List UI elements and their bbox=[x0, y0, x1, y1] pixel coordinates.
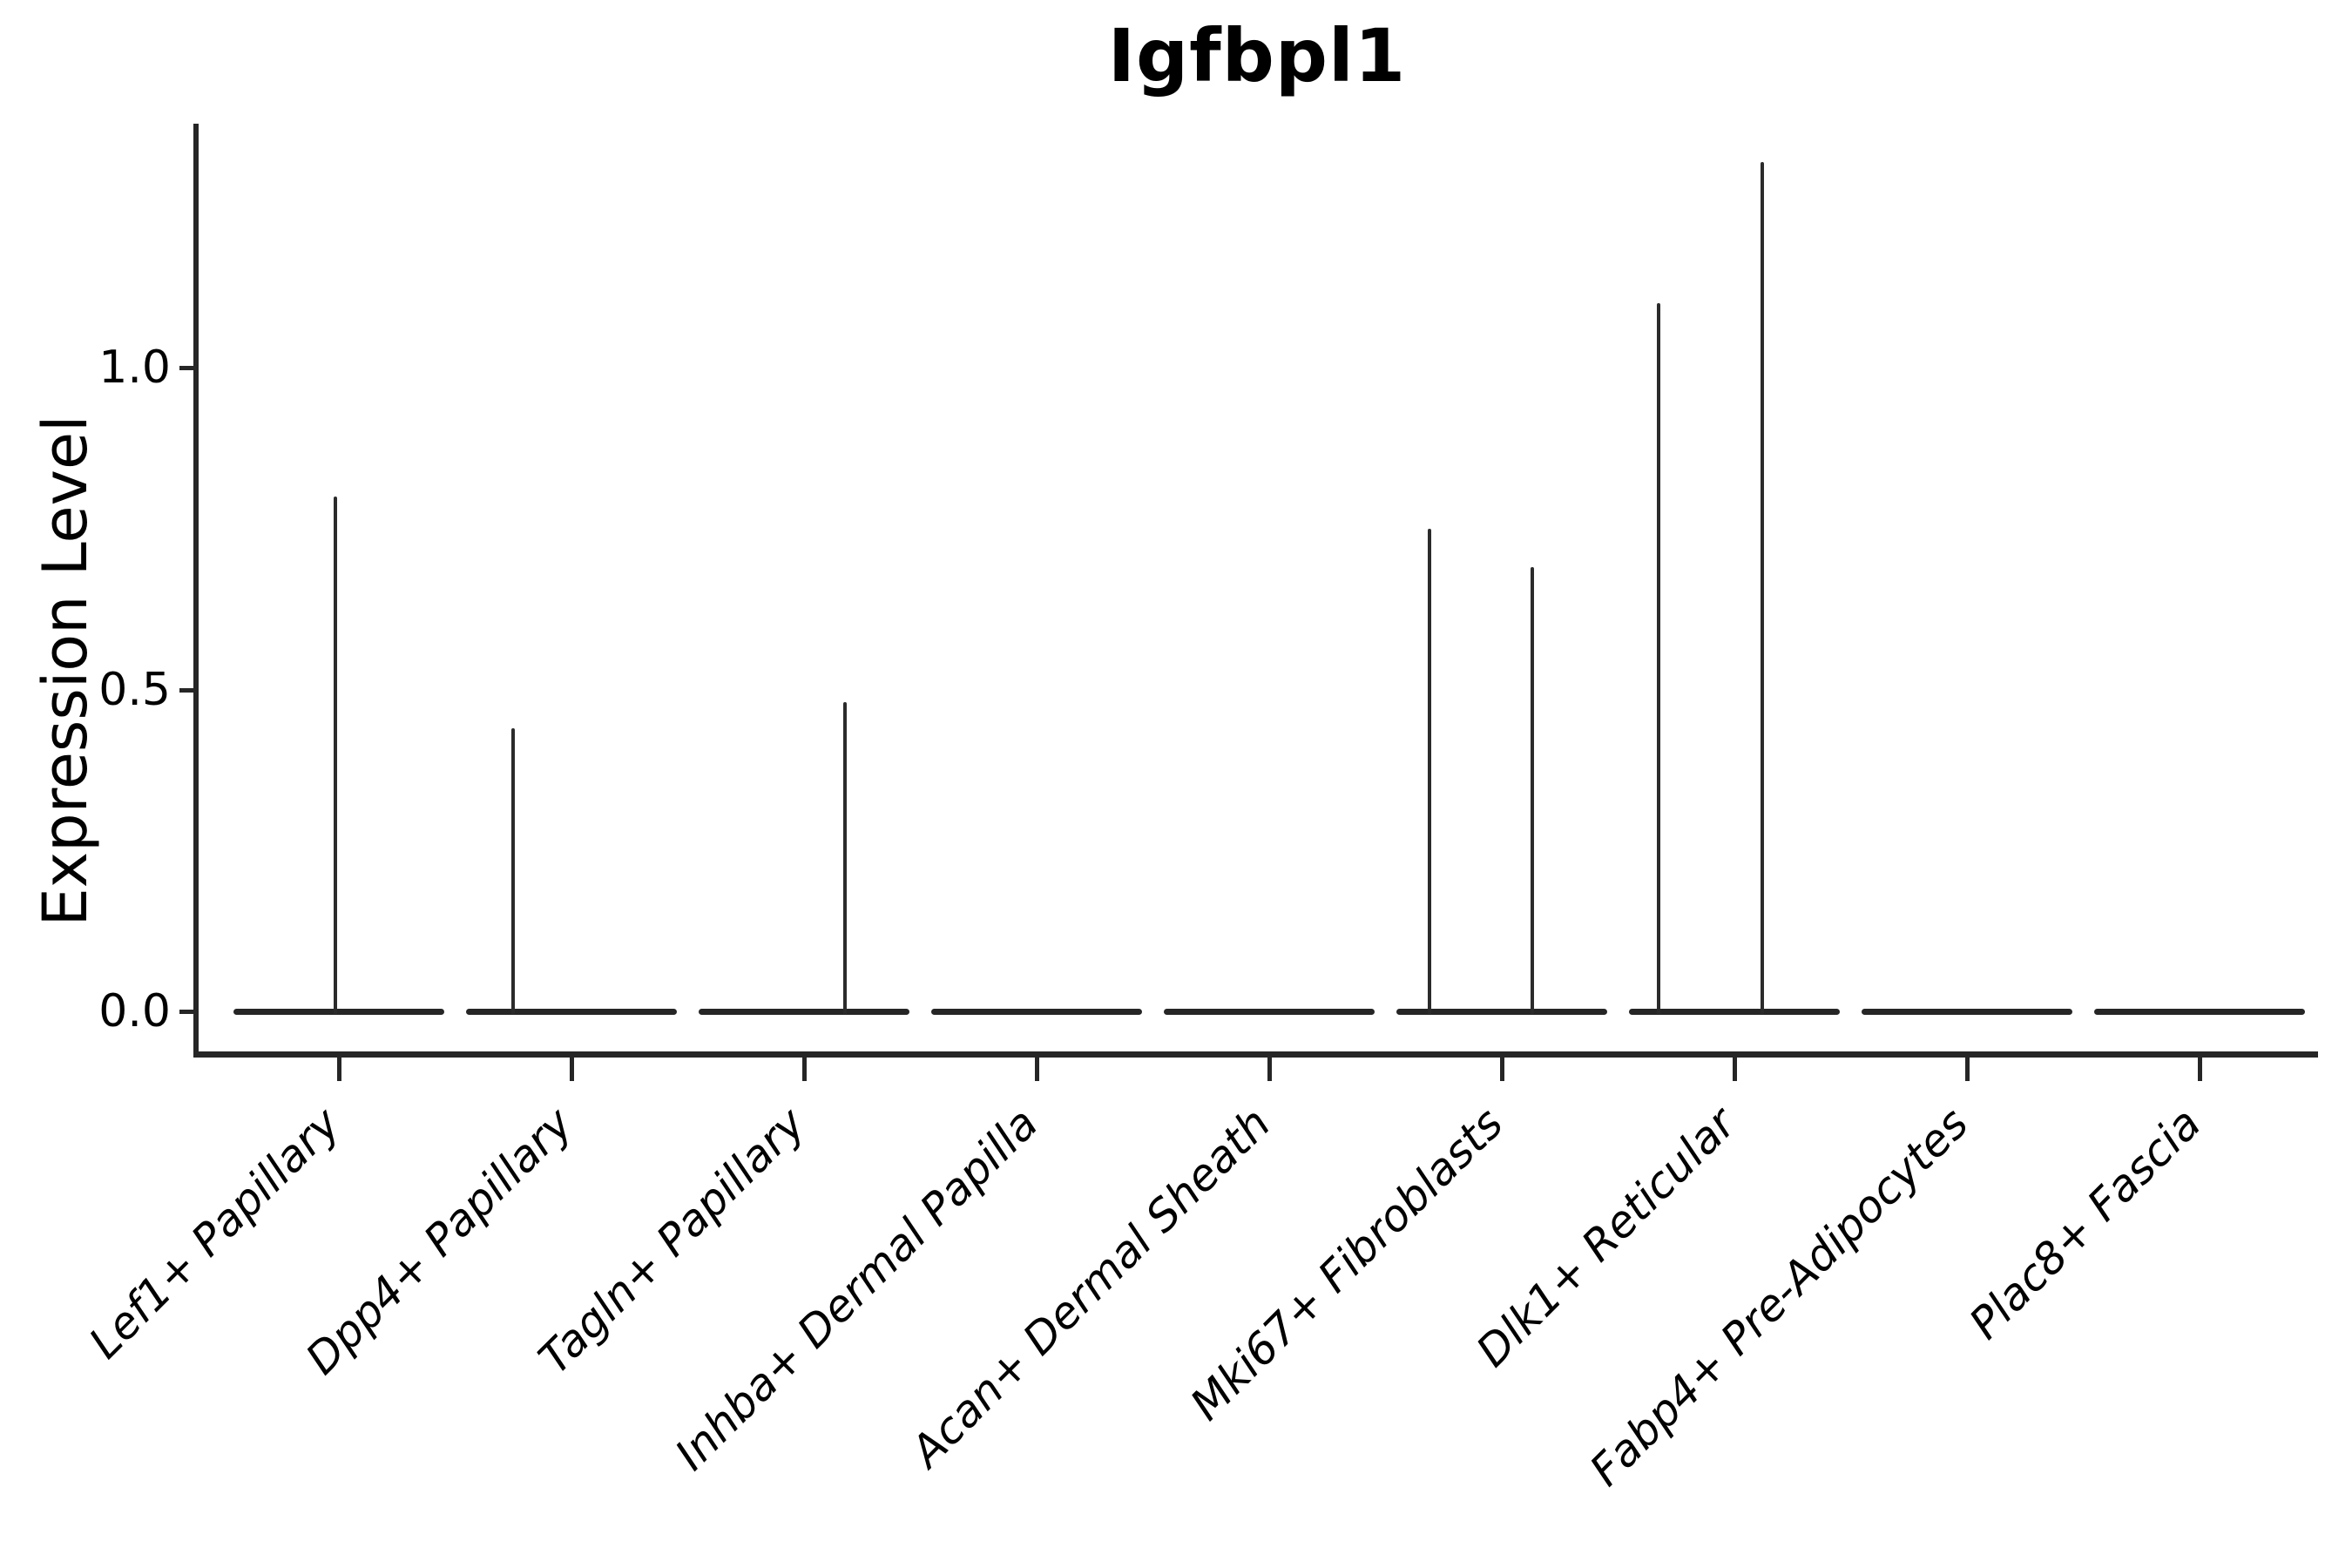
y-tick-mark bbox=[179, 687, 193, 693]
y-tick-label: 0.5 bbox=[98, 663, 171, 716]
y-tick-mark bbox=[179, 1010, 193, 1014]
x-tick-mark bbox=[1965, 1058, 1970, 1081]
violin-spike bbox=[1428, 528, 1431, 1014]
x-tick-mark bbox=[1733, 1058, 1737, 1081]
x-tick-mark bbox=[1267, 1058, 1272, 1081]
x-tick-mark bbox=[802, 1058, 807, 1081]
violin-baseline bbox=[466, 1009, 677, 1015]
x-tick-mark bbox=[1500, 1058, 1504, 1081]
x-tick-mark bbox=[1035, 1058, 1039, 1081]
y-tick-mark bbox=[179, 366, 193, 370]
violin-baseline bbox=[2094, 1009, 2305, 1015]
violin-spike bbox=[511, 727, 515, 1014]
violin-spike bbox=[1531, 567, 1534, 1014]
violin-baseline bbox=[1164, 1009, 1375, 1015]
y-tick-label: 1.0 bbox=[98, 341, 171, 394]
x-axis-spine bbox=[193, 1051, 2318, 1058]
x-tick-mark bbox=[337, 1058, 341, 1081]
violin-baseline bbox=[699, 1009, 909, 1015]
violin-spike bbox=[334, 496, 337, 1014]
y-axis-spine bbox=[193, 124, 199, 1058]
violin-spike bbox=[843, 702, 847, 1014]
chart-title: Igfbpl1 bbox=[1107, 13, 1407, 98]
violin-baseline bbox=[1629, 1009, 1840, 1015]
violin-baseline bbox=[1396, 1009, 1607, 1015]
violin-baseline bbox=[931, 1009, 1142, 1015]
x-tick-mark bbox=[570, 1058, 574, 1081]
violin-spike bbox=[1761, 161, 1764, 1014]
x-tick-mark bbox=[2198, 1058, 2202, 1081]
y-tick-label: 0.0 bbox=[98, 985, 171, 1037]
violin-spike bbox=[1657, 303, 1660, 1014]
violin-baseline bbox=[233, 1009, 444, 1015]
violin-baseline bbox=[1862, 1009, 2072, 1015]
